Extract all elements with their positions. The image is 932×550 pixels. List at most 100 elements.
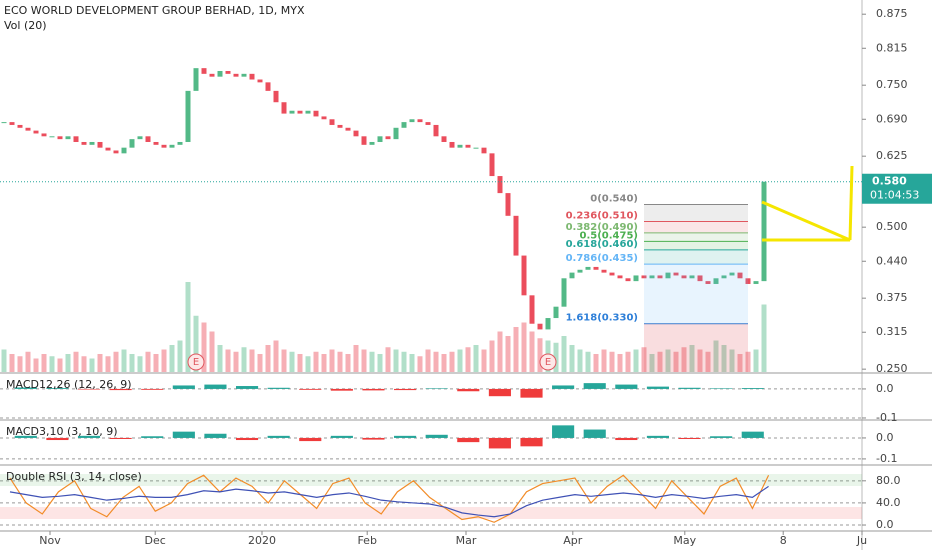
candle [257,79,263,83]
histogram-bar [267,435,290,438]
y-tick-label: 0.0 [876,431,894,444]
drawing [848,165,854,241]
candle [121,147,127,154]
chart-title: ECO WORLD DEVELOPMENT GROUP BERHAD, 1D, … [4,4,305,17]
histogram-bar [394,435,417,438]
volume-bar [241,347,247,372]
y-tick-label: 0.0 [876,382,894,395]
y-tick-label: 0.750 [876,78,908,91]
candle [441,136,447,142]
volume-bar [425,349,431,372]
y-tick-label: 0.315 [876,325,908,338]
candle [1,122,7,124]
volume-bar [17,356,23,372]
volume-bar [641,347,647,372]
volume-bar [137,356,143,372]
volume-bar [393,349,399,372]
x-tick-label: 2020 [248,534,276,547]
histogram-bar [583,429,606,438]
volume-bar [441,354,447,372]
volume-bar [25,351,31,372]
volume-bar [113,351,119,372]
volume-bar [297,354,303,372]
volume-bar [265,345,271,372]
histogram-bar [299,388,322,390]
volume-bar [161,349,167,372]
candle [433,124,439,137]
volume-bar [473,345,479,372]
candle [17,124,23,128]
candle [313,110,319,117]
histogram-bar [299,437,322,442]
volume-bar [657,351,663,372]
histogram-bar [362,437,385,440]
volume-bar [481,349,487,372]
volume-bar [489,340,495,372]
volume-bar [513,327,519,372]
volume-bar [529,331,535,372]
volume-bar [281,349,287,372]
volume-bar [673,351,679,372]
candle [385,136,391,140]
candle [265,82,271,91]
candle [521,255,527,296]
histogram-bar [520,388,543,398]
volume-bar [681,347,687,372]
fib-zone [644,241,748,250]
histogram-bar [394,388,417,391]
candle [553,306,559,319]
y-tick-label: 0.0 [876,518,894,531]
histogram-bar [741,388,764,389]
candle [585,266,591,270]
candle [297,110,303,114]
histogram-bar [330,388,353,391]
x-tick-label: Apr [563,534,583,547]
volume-bar [625,351,631,372]
histogram-bar [425,388,448,389]
candle [401,122,407,128]
volume-bar [201,322,207,372]
y-tick-label: 0.250 [876,362,908,375]
candle [561,278,567,307]
histogram-bar [141,388,164,390]
candle [593,266,599,270]
volume-bar [257,354,263,372]
volume-bar [321,354,327,372]
histogram-bar [457,388,480,392]
candle [649,275,655,279]
volume-bar [225,349,231,372]
y-tick-label: 0.690 [876,112,908,125]
volume-bar [649,354,655,372]
candle [409,119,415,123]
volume-bar [9,354,15,372]
rsi-band [0,507,862,519]
price-tag [862,173,932,204]
earnings-label: E [545,357,551,368]
candle [369,141,375,145]
y-tick-label: 40.0 [876,496,901,509]
fib-zone [644,221,748,233]
volume-bar [361,349,367,372]
histogram-bar [710,436,733,438]
candle [633,275,639,282]
candle [305,110,311,114]
histogram-bar [615,384,638,389]
candle [129,139,135,148]
y-tick-label: 0.815 [876,41,908,54]
histogram-bar [77,388,101,390]
candle [737,272,743,279]
candle [249,73,255,80]
candle [273,90,279,103]
y-tick-label: 0.440 [876,254,908,267]
volume-bar [313,351,319,372]
histogram-bar [14,387,37,389]
earnings-label: E [193,357,199,368]
candle [425,122,431,125]
volume-bar [185,282,191,372]
candle [505,193,511,216]
candle [65,136,71,140]
candle [49,136,55,138]
volume-bar [577,349,583,372]
histogram-bar [235,437,259,441]
